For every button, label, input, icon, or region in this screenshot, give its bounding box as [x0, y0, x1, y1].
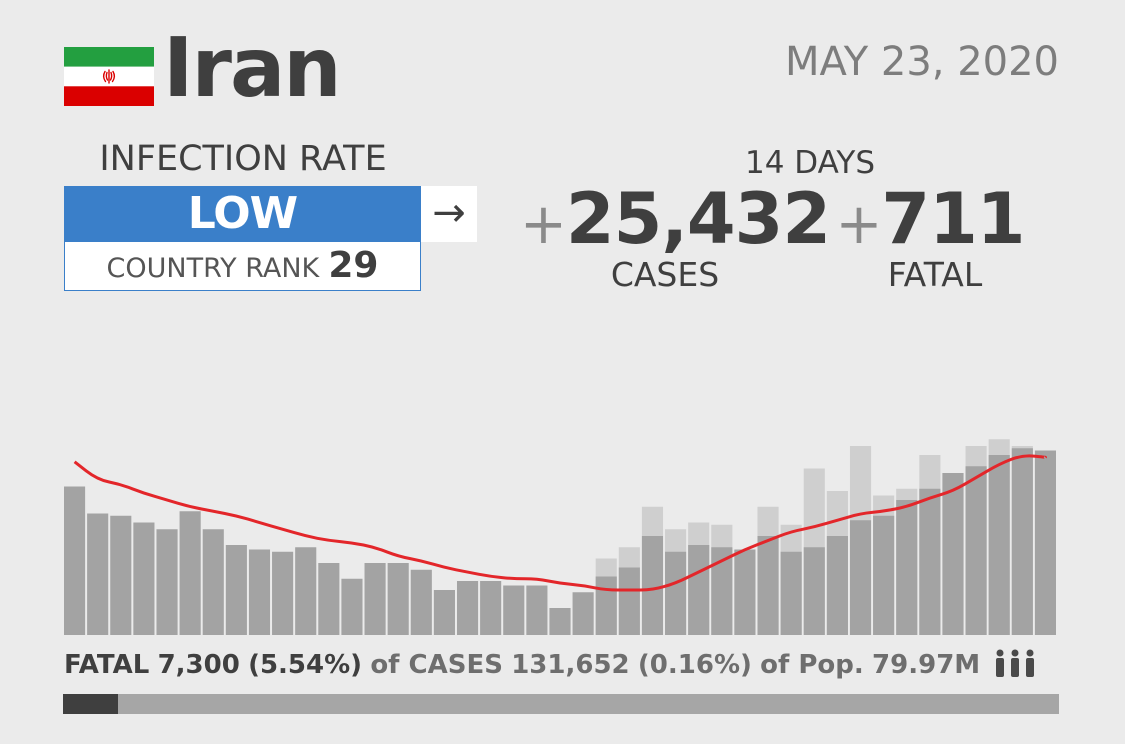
fatal-label: FATAL	[887, 255, 983, 294]
bar	[456, 581, 479, 635]
bar	[341, 578, 363, 635]
infection-rate-label: INFECTION RATE	[99, 139, 387, 179]
bar	[387, 563, 409, 635]
bar	[433, 590, 455, 635]
bar	[1034, 450, 1056, 635]
period-label: 14 DAYS	[744, 145, 876, 181]
cases-value: 25,432	[565, 178, 831, 260]
bar	[64, 486, 86, 635]
bar	[318, 563, 340, 635]
country-rank-label: COUNTRY RANK	[106, 253, 320, 284]
bar	[757, 536, 779, 635]
bar	[942, 473, 964, 635]
bar	[364, 563, 386, 635]
flag-red-stripe	[64, 86, 154, 106]
bar	[272, 551, 294, 635]
people-icon	[996, 649, 1035, 677]
bar	[641, 536, 664, 635]
bar	[988, 455, 1010, 635]
bar	[503, 585, 525, 635]
bar	[919, 488, 941, 635]
iran-flag-icon	[64, 47, 154, 106]
bar	[734, 549, 756, 635]
flag-emblem-icon	[102, 69, 116, 84]
bar	[896, 500, 918, 635]
total-fatal-label: FATAL	[64, 650, 150, 680]
cases-plus-sign: +	[520, 192, 567, 257]
trend-arrow-icon: →	[421, 186, 477, 242]
bar	[110, 515, 132, 635]
bar	[87, 513, 109, 635]
cases-count: +25,432	[520, 184, 831, 257]
bar	[480, 581, 502, 635]
infection-level-badge: LOW	[64, 186, 421, 242]
bar	[549, 608, 571, 635]
bar	[156, 529, 178, 635]
fatal-value: 711	[881, 178, 1025, 260]
bar	[202, 529, 224, 635]
bar	[248, 549, 271, 635]
bar	[618, 567, 640, 635]
total-fatal-percent: (5.54%)	[248, 650, 363, 680]
fatality-progress-fill	[63, 694, 119, 714]
bar	[225, 545, 247, 635]
trend-line	[73, 454, 1047, 592]
fatal-count: +711	[830, 184, 1030, 254]
bar	[965, 466, 987, 635]
totals-summary: FATAL 7,300 (5.54%) of CASES 131,652 (0.…	[64, 649, 1036, 678]
total-cases-value: 131,652	[511, 650, 630, 680]
fatal-plus-sign: +	[835, 192, 882, 257]
flag-green-stripe	[64, 47, 154, 67]
bar	[688, 545, 710, 635]
daily-cases-chart	[64, 439, 1056, 635]
bar	[1011, 448, 1033, 635]
bar	[873, 515, 895, 635]
bar	[133, 522, 155, 635]
bar	[572, 592, 594, 635]
report-date: MAY 23, 2020	[784, 39, 1059, 85]
total-cases-percent: (0.16%)	[637, 650, 752, 680]
bar	[803, 547, 825, 635]
total-fatal-value: 7,300	[157, 650, 240, 680]
cases-label: CASES	[610, 255, 720, 294]
country-rank: COUNTRY RANK 29	[64, 242, 421, 291]
country-title: Iran	[163, 21, 342, 116]
bar	[526, 585, 548, 635]
bar	[711, 547, 733, 635]
bar	[780, 551, 802, 635]
bar	[826, 536, 848, 635]
of-population-label: of Pop.	[760, 650, 864, 680]
of-cases-label: of CASES	[370, 650, 503, 680]
bar	[179, 511, 201, 635]
bar	[595, 576, 617, 635]
bar	[849, 520, 872, 635]
bar	[295, 547, 317, 635]
fatality-progress-bar	[63, 694, 1059, 714]
bar	[410, 569, 432, 635]
country-rank-value: 29	[328, 245, 379, 286]
population-value: 79.97M	[872, 650, 981, 680]
bar	[665, 551, 687, 635]
